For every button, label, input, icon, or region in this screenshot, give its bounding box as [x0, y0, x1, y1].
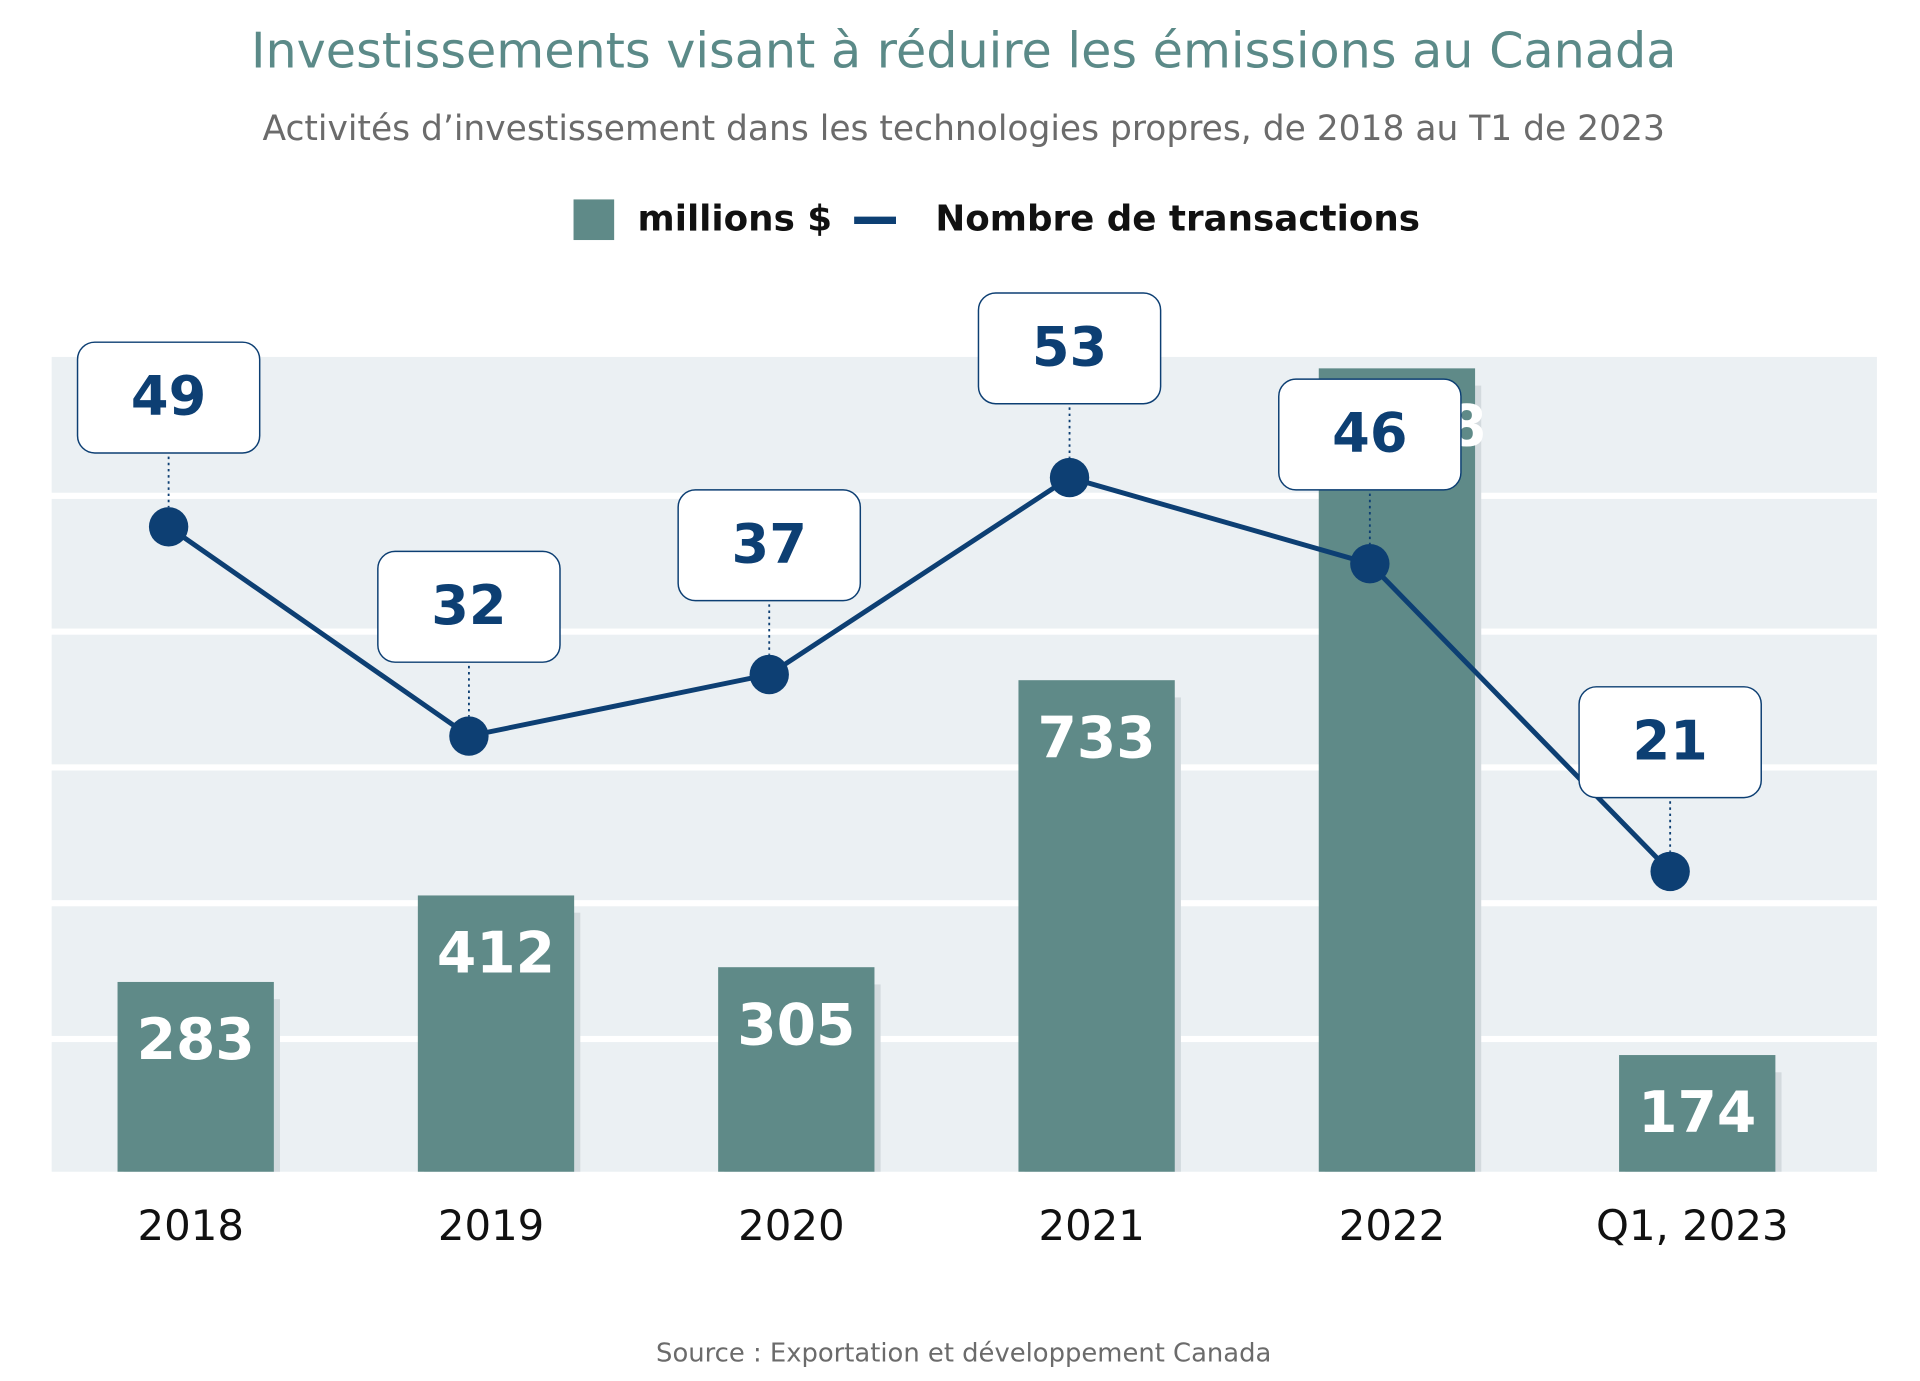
line-value-label: 37 — [732, 512, 807, 575]
plot-band — [51, 498, 1877, 629]
bar-value-label: 733 — [1038, 705, 1156, 771]
value-label-box — [1278, 378, 1462, 491]
value-label-box — [377, 550, 561, 663]
x-tick-label: 2019 — [438, 1201, 544, 1250]
plot-band — [51, 1042, 1877, 1172]
line-value-label: 21 — [1632, 709, 1707, 772]
plot-background — [51, 356, 1877, 1172]
value-label-box — [1578, 686, 1762, 799]
line-value-label: 46 — [1332, 402, 1407, 465]
plot-band — [51, 906, 1877, 1036]
line-value-label: 32 — [431, 574, 506, 637]
x-tick-label: 2018 — [138, 1201, 244, 1250]
line-point — [1650, 851, 1690, 892]
legend-label: Nombre de transactions — [935, 198, 1420, 239]
bar — [417, 895, 575, 1172]
value-label-box — [76, 341, 261, 454]
legend-swatch — [573, 199, 615, 241]
plot-band — [51, 770, 1877, 901]
x-tick-label: 2022 — [1339, 1201, 1445, 1250]
line-value-label: 53 — [1032, 315, 1107, 378]
line-point — [148, 507, 189, 547]
value-label-box — [977, 292, 1162, 405]
bar-value-label: 305 — [737, 992, 855, 1058]
line-point — [749, 654, 789, 695]
chart-title: Investissements visant à réduire les émi… — [251, 22, 1676, 80]
plot-band — [51, 356, 1877, 493]
x-tick-label: Q1, 2023 — [1596, 1201, 1789, 1250]
x-tick-label: 2021 — [1038, 1201, 1144, 1250]
line-value-label: 49 — [131, 365, 206, 428]
line-point — [449, 716, 489, 756]
legend-label: millions $ — [638, 198, 833, 239]
line — [167, 474, 1672, 874]
bar-value-label: 283 — [137, 1007, 255, 1073]
bar — [1018, 680, 1175, 1172]
bar — [117, 981, 274, 1172]
chart-subtitle: Activités d’investissement dans les tech… — [262, 109, 1664, 149]
bar — [1619, 1055, 1776, 1172]
line-point — [1350, 544, 1390, 584]
bar-value-label: 412 — [437, 921, 555, 987]
value-label-box — [677, 489, 862, 602]
bar — [1318, 368, 1476, 1172]
x-tick-label: 2020 — [738, 1201, 844, 1250]
line-point — [1049, 457, 1090, 498]
source-note: Source : Exportation et développement Ca… — [656, 1338, 1271, 1368]
bar — [718, 967, 875, 1172]
bar-value-label: 174 — [1638, 1080, 1756, 1146]
